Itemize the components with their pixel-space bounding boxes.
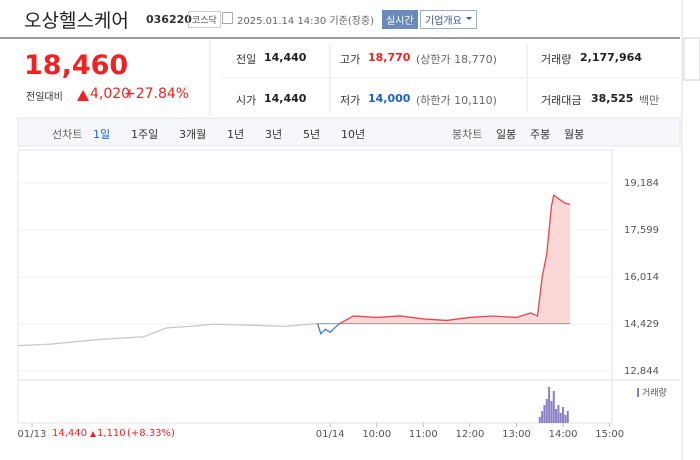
calendar-icon [222,12,233,24]
volume-bar [543,405,546,423]
rate: +27.84% [124,86,190,102]
tab[interactable]: 5년 [303,128,321,141]
tab[interactable]: 1년 [227,128,245,141]
realtime-badge[interactable]: 실시간 [382,10,418,29]
stock-code: 036220 [146,13,192,26]
stat-label: 시가 [236,94,257,107]
area [339,195,571,324]
plot-frame [17,149,613,424]
y-tick-label: 17,599 [624,225,659,236]
change-label: 전일대비 [26,92,63,103]
stock-name: 오상헬스케어 [24,10,129,32]
stat-value: 38,525 [591,92,634,105]
stat-extra: (상한가 18,770) [416,53,497,66]
stat-value: 14,440 [264,92,307,105]
footer-change: 1,110 [97,428,126,439]
footer-rate: (+8.33%) [127,428,175,439]
market-badge: 코스닥 [188,11,221,28]
x-tick-label: 01/14 [316,429,345,440]
x-tick-label: 13:00 [502,429,531,440]
stat-value: 14,440 [264,51,307,64]
volume-bar [566,411,569,423]
tab-label: 선차트 [52,128,83,141]
x-tick-label: 11:00 [409,429,438,440]
price-line [339,194,571,325]
volume-bar [562,407,565,423]
volume-bar [538,417,541,423]
dropdown-arrow [465,17,472,23]
tab[interactable]: 일봉 [496,128,517,141]
y-tick-label: 12,844 [624,366,659,377]
company-button-label: 기업개요 [425,16,462,27]
stat-label: 저가 [340,94,361,107]
current-price: 18,460 [24,50,129,81]
x-tick-label: 12:00 [455,429,484,440]
volume-bar [555,409,558,423]
stat-extra: (하한가 10,110) [416,94,497,107]
price-line [316,323,340,335]
y-tick-label: 16,014 [624,272,659,283]
company-button[interactable]: 기업개요 [420,10,477,29]
stat-label: 거래대금 [541,94,582,107]
tab[interactable]: 3년 [265,128,283,141]
volume-bar [550,401,553,423]
change: 4,020 [90,86,131,102]
x-tick-label: 15:00 [595,429,624,440]
volume-bar [552,391,555,423]
volume-bar [559,413,562,423]
footer-arrow [90,431,96,437]
price-line [17,323,318,347]
stat-value: 18,770 [368,51,411,64]
footer-price: 14,440 [52,428,87,439]
tab-bar [17,117,681,147]
stat-label: 전일 [236,53,257,66]
stat-value: 2,177,964 [580,51,642,64]
y-tick-label: 19,184 [624,178,659,189]
x-tick-label: 14:00 [549,429,578,440]
x-tick-label: 01/13 [18,429,47,440]
stat-extra: 백만 [639,94,660,107]
volume-bar [545,399,548,423]
stat-label: 고가 [340,53,361,66]
tab[interactable]: 1주일 [131,128,159,141]
tab-label: 봉차트 [452,128,483,141]
tab[interactable]: 10년 [341,128,366,141]
tab[interactable]: 주봉 [530,128,551,141]
volume-bar [564,415,567,423]
tab[interactable]: 1일 [93,128,111,141]
stat-value: 14,000 [368,92,411,105]
tab[interactable]: 월봉 [564,128,585,141]
volume-bar [541,411,544,423]
stat-label: 거래량 [541,53,572,66]
x-tick-label: 10:00 [362,429,391,440]
tab[interactable]: 3개월 [179,128,207,141]
volume-bar [548,387,551,423]
legend-swatch [637,388,639,397]
up-arrow [77,90,89,101]
y-tick-label: 14,429 [624,319,659,330]
volume-bar [557,405,560,423]
sidebar-box [683,37,700,81]
volume-label: 거래량 [642,387,667,399]
timestamp: 2025.01.14 14:30 기준(장중) [237,16,375,27]
